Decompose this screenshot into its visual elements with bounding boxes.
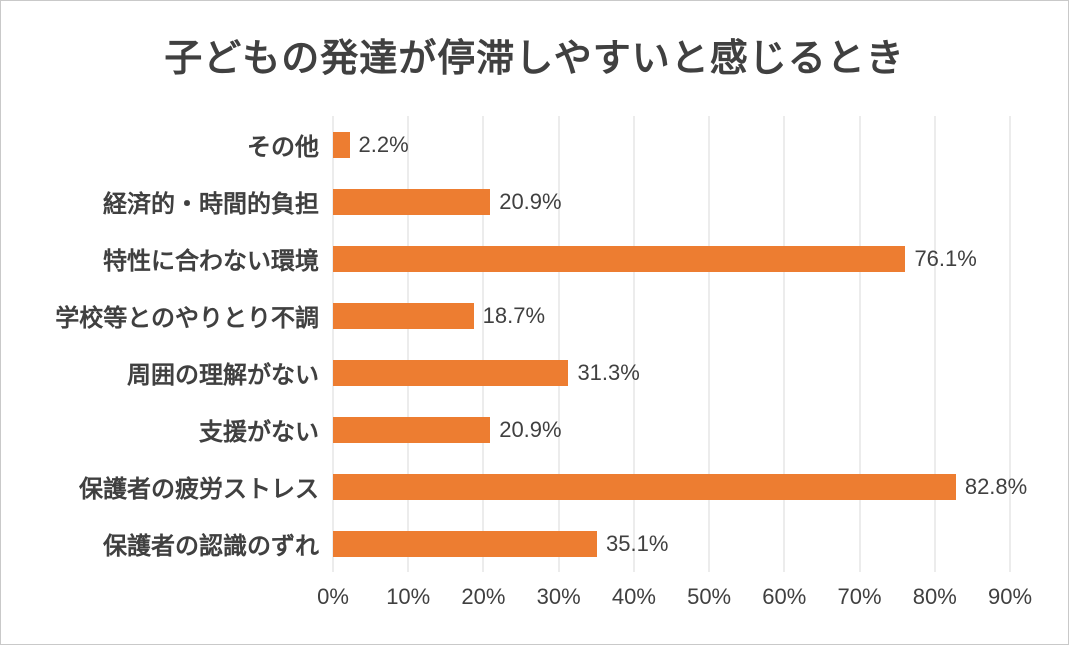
- x-axis: 0% 10% 20% 30% 40% 50% 60% 70% 80% 90%: [317, 572, 1032, 618]
- category-label: その他: [247, 134, 319, 161]
- bar: [333, 473, 956, 500]
- gridline: [482, 116, 484, 572]
- bar-row: 82.8%: [333, 458, 1027, 515]
- plot-area: 2.2% 20.9% 76.1% 18.7% 31.3% 20.9% 82.8% 35.1%: [333, 116, 1027, 572]
- gridline: [934, 116, 936, 572]
- gridlines-layer: [332, 116, 1011, 572]
- gridline: [332, 116, 334, 572]
- gridline: [558, 116, 560, 572]
- x-tick-label: 0%: [317, 584, 349, 609]
- x-tick-label: 70%: [837, 584, 882, 609]
- x-tick-label: 30%: [536, 584, 581, 609]
- gridline: [633, 116, 635, 572]
- bar: [333, 131, 350, 158]
- bar-row: 20.9%: [333, 173, 1010, 230]
- category-label: 保護者の疲労ストレス: [79, 476, 319, 503]
- value-label: 18.7%: [482, 302, 546, 328]
- category-label: 保護者の認識のずれ: [103, 533, 319, 560]
- bar-row: 20.9%: [333, 401, 1010, 458]
- value-label: 82.8%: [964, 473, 1028, 499]
- bar: [333, 359, 569, 386]
- gridline: [407, 116, 409, 572]
- bar: [333, 188, 491, 215]
- plot-column: 2.2% 20.9% 76.1% 18.7% 31.3% 20.9% 82.8% 35.1% …: [317, 116, 1032, 618]
- gridline: [1009, 116, 1011, 572]
- value-label: 31.3%: [577, 359, 640, 385]
- bar-row: 35.1%: [333, 515, 1010, 572]
- x-tick-label: 90%: [987, 584, 1033, 609]
- x-tick-label: 20%: [461, 584, 506, 609]
- category-label: 学校等とのやりとり不調: [55, 305, 319, 332]
- category-label: 周囲の理解がない: [127, 362, 319, 389]
- bar-row: 31.3%: [333, 344, 1010, 401]
- bar: [333, 302, 474, 329]
- category-axis: その他経済的・時間的負担 特性に合わない環境学校等とのやりとり不調周囲の理解がない…: [1, 116, 333, 618]
- bar: [333, 530, 598, 557]
- chart-body: その他経済的・時間的負担 特性に合わない環境学校等とのやりとり不調周囲の理解がない…: [1, 116, 1068, 618]
- bar-row: 2.2%: [333, 116, 1010, 173]
- chart-title: 子どもの発達が停滞しやすいと感じるとき: [164, 38, 905, 80]
- x-tick-label: 80%: [912, 584, 957, 609]
- bar: [333, 245, 906, 272]
- value-label: 2.2%: [358, 131, 409, 157]
- gridline: [859, 116, 861, 572]
- gridline: [708, 116, 710, 572]
- bar-row: 76.1%: [333, 230, 1010, 287]
- bar: [333, 416, 491, 443]
- category-label: 支援がない: [199, 419, 319, 446]
- value-label: 20.9%: [499, 416, 562, 442]
- x-tick-label: 50%: [687, 584, 732, 609]
- category-label: 経済的・時間的負担: [103, 191, 319, 218]
- category-label: 特性に合わない環境: [103, 248, 319, 275]
- x-tick-label: 40%: [611, 584, 656, 609]
- value-label: 35.1%: [606, 530, 669, 556]
- value-label: 76.1%: [914, 245, 977, 271]
- bar-row: 18.7%: [333, 287, 1010, 344]
- x-tick-label: 60%: [762, 584, 807, 609]
- gridline: [783, 116, 785, 572]
- x-tick-label: 10%: [386, 584, 431, 609]
- value-label: 20.9%: [499, 188, 562, 214]
